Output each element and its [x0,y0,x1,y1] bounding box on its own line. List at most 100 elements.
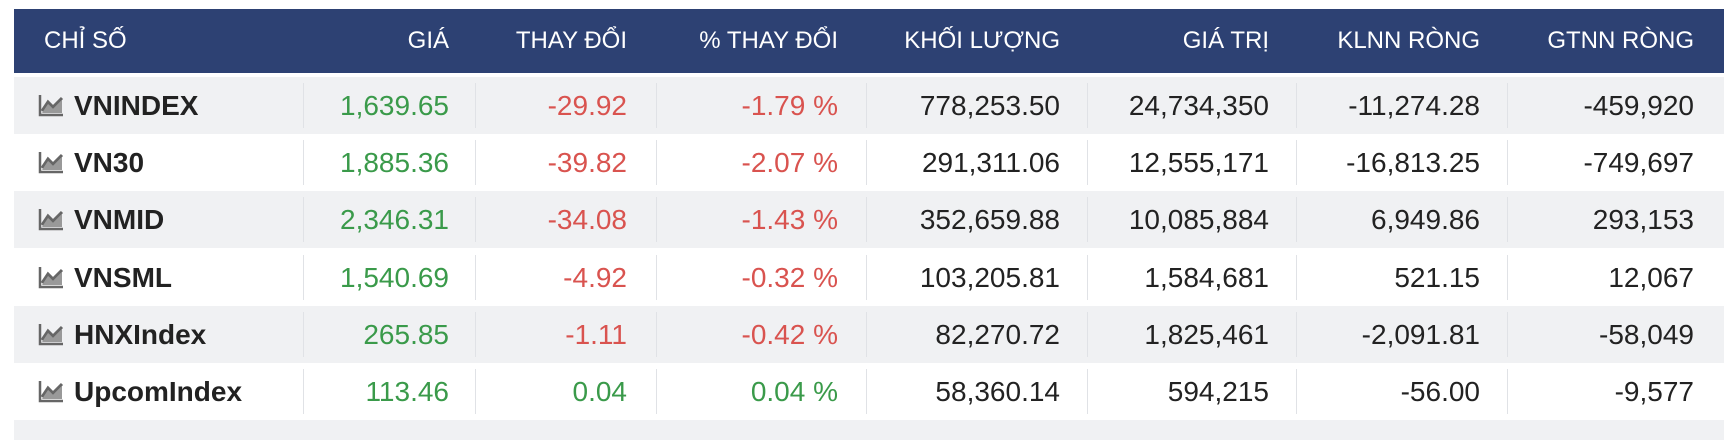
chart-icon[interactable] [38,93,64,117]
cell-divider [303,254,304,300]
cell-value: 352,659.88 [919,204,1060,236]
cell-divider [475,254,476,300]
cell-value: 12,067 [1608,261,1694,293]
table-row: HNXIndex 265.85 -1.11 -0.42 % 82,270.72 1,825… [14,305,1724,363]
index-table: CHỈ SỐ GIÁ THAY ĐỔI % THAY ĐỔI KHỐI LƯỢNG GIÁ… [14,9,1724,440]
cell-value: 82,270.72 [935,318,1060,350]
table-row: VNINDEX 1,639.65 -29.92 -1.79 % 778,253.50 24… [14,77,1724,134]
cell-divider [1087,311,1088,357]
column-header: KHỐI LƯỢNG [904,27,1060,54]
table-row: VN30 1,885.36 -39.82 -2.07 % 291,311.06 12,55… [14,134,1724,192]
cell-value: -56.00 [1400,376,1480,407]
cell-divider [303,369,304,414]
cell-value: -4.92 [563,261,627,293]
index-name: VNINDEX [74,90,199,121]
cell-divider [866,254,867,300]
cell-value: 2,346.31 [340,204,449,236]
cell-divider [475,369,476,414]
chart-icon[interactable] [38,150,64,174]
cell-value: 291,311.06 [921,147,1060,179]
cell-divider [475,140,476,186]
cell-value: 113.46 [365,376,449,407]
cell-value: -39.82 [547,147,627,179]
cell-value: 24,734,350 [1128,90,1269,121]
cell-value: 1,584,681 [1144,261,1269,293]
index-name: UpcomIndex [74,376,243,407]
cell-value: -1.43 % [741,204,839,236]
cell-divider [303,83,304,128]
table-row: UpcomIndex 113.46 0.04 0.04 % 58,360.14 594,2… [14,363,1724,420]
cell-divider [1507,311,1508,357]
cell-value: -459,920 [1583,90,1694,121]
table-row: VNSML 1,540.69 -4.92 -0.32 % 103,205.81 1,584… [14,248,1724,306]
cell-value: -749,697 [1583,147,1694,179]
cell-value: -29.92 [547,90,627,121]
cell-divider [1296,311,1297,357]
cell-value: -1.79 % [741,90,839,121]
column-header: CHỈ SỐ [44,27,127,54]
cell-divider [1296,140,1297,186]
cell-divider [1507,83,1508,128]
cell-value: 103,205.81 [919,261,1060,293]
cell-value: 1,885.36 [340,147,449,179]
cell-divider [475,197,476,243]
column-header: GIÁ TRỊ [1182,27,1269,54]
cell-value: 293,153 [1592,204,1694,236]
cell-value: 1,825,461 [1144,318,1269,350]
cell-divider [1296,197,1297,243]
cell-divider [475,311,476,357]
column-header: % THAY ĐỔI [699,27,838,54]
cell-divider [1087,83,1088,128]
cell-divider [1087,369,1088,414]
cell-value: 1,540.69 [340,261,449,293]
table-row: VNMID 2,346.31 -34.08 -1.43 % 352,659.88 10,0… [14,191,1724,249]
column-header: KLNN RÒNG [1337,27,1480,54]
cell-divider [866,369,867,414]
cell-value: -16,813.25 [1346,147,1480,179]
cell-value: -58,049 [1599,318,1694,350]
cell-value: 594,215 [1167,376,1269,407]
column-header: THAY ĐỔI [515,27,627,54]
cell-divider [1507,140,1508,186]
cell-value: -0.42 % [741,318,839,350]
cell-divider [656,254,657,300]
index-name: HNXIndex [74,318,207,350]
cell-value: -11,274.28 [1348,90,1480,121]
cell-value: -1.11 [565,318,627,350]
cell-divider [866,83,867,128]
chart-icon[interactable] [38,207,64,231]
cell-divider [1087,140,1088,186]
cell-divider [866,197,867,243]
cell-value: -2,091.81 [1361,318,1480,350]
cell-value: 521.15 [1394,261,1480,293]
cell-value: -0.32 % [741,261,839,293]
cell-divider [1087,254,1088,300]
cell-divider [656,140,657,186]
chart-icon[interactable] [38,265,64,289]
cell-value: 58,360.14 [935,376,1060,407]
cell-divider [866,311,867,357]
index-name: VNSML [74,261,172,293]
cell-divider [866,140,867,186]
cell-value: 0.04 [572,376,628,407]
cell-value: 265.85 [363,318,449,350]
cell-value: -34.08 [547,204,627,236]
cell-divider [656,311,657,357]
page: {"table": { "header": ["CHỈ SỐ", "GIÁ", … [14,9,1724,440]
cell-divider [1507,254,1508,300]
cell-divider [656,197,657,243]
cell-value: 6,949.86 [1371,204,1480,236]
cell-divider [1507,197,1508,243]
cell-value: 0.04 % [750,376,838,407]
index-name: VN30 [74,147,145,179]
chart-icon[interactable] [38,322,64,346]
chart-icon[interactable] [38,379,64,403]
cell-value: 12,555,171 [1128,147,1269,179]
cell-divider [1087,197,1088,243]
table-row-partial [14,420,1724,440]
column-header: GIÁ [407,27,449,54]
column-header: GTNN RÒNG [1547,27,1694,54]
index-name: VNMID [74,204,165,236]
cell-divider [303,140,304,186]
cell-divider [303,311,304,357]
